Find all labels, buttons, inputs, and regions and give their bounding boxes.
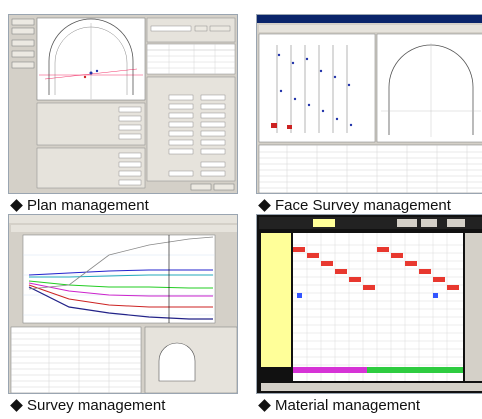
diamond-bullet-icon: [10, 399, 23, 412]
tile-survey-management[interactable]: Survey management: [8, 214, 238, 414]
face-survey-management-label: Face Survey management: [275, 197, 451, 214]
plan-management-label: Plan management: [27, 197, 149, 214]
diamond-bullet-icon: [258, 199, 271, 212]
survey-management-caption[interactable]: Survey management: [10, 397, 236, 415]
survey-management-screenshot[interactable]: [8, 214, 238, 394]
face-survey-management-window: [257, 15, 482, 193]
face-survey-management-screenshot[interactable]: [256, 14, 482, 194]
material-management-window: [257, 215, 482, 393]
plan-management-window: [9, 15, 237, 193]
material-management-screenshot[interactable]: [256, 214, 482, 394]
tile-face-survey-management[interactable]: Face Survey management: [256, 14, 482, 214]
plan-management-screenshot[interactable]: [8, 14, 238, 194]
tile-material-management[interactable]: Material management: [256, 214, 482, 414]
material-management-caption[interactable]: Material management: [258, 397, 482, 415]
diamond-bullet-icon: [258, 399, 271, 412]
face-survey-management-caption[interactable]: Face Survey management: [258, 197, 482, 215]
material-management-label: Material management: [275, 397, 421, 414]
diamond-bullet-icon: [10, 199, 23, 212]
survey-management-label: Survey management: [27, 397, 166, 414]
tile-plan-management[interactable]: Plan management: [8, 14, 238, 214]
plan-management-caption[interactable]: Plan management: [10, 197, 236, 215]
survey-management-window: [9, 215, 237, 393]
